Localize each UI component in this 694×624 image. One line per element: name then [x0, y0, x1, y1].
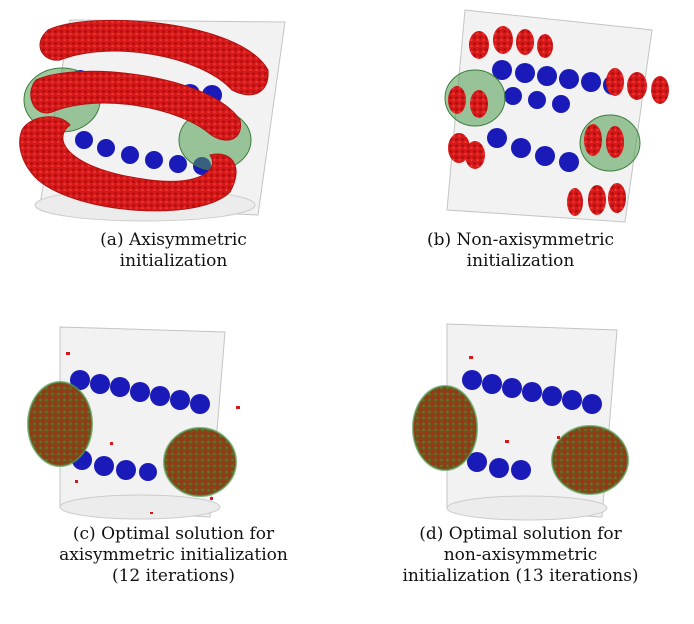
- optimized-material-right: [163, 427, 237, 497]
- coil-ring-upper: [70, 370, 210, 414]
- material-torus-top: [39, 19, 269, 96]
- caption-d: (d) Optimal solution for non-axisymmetri…: [402, 524, 639, 586]
- material-blobs: [448, 26, 669, 216]
- coil-ring-lower: [487, 128, 579, 172]
- material-torus-middle: [30, 70, 242, 141]
- coil-ring-lower: [72, 450, 157, 481]
- figure-d-render: [412, 323, 629, 521]
- debris-fragments: [66, 352, 240, 514]
- material-torus-bottom: [19, 116, 237, 212]
- optimized-material-right: [551, 425, 629, 495]
- coil-ring-upper: [462, 370, 602, 414]
- panel-d: (d) Optimal solution for non-axisymmetri…: [347, 312, 694, 624]
- panel-a: (a) Axisymmetric initialization: [0, 0, 347, 312]
- panel-b: (b) Non-axisymmetric initialization: [347, 0, 694, 312]
- figure-a-render: [19, 19, 286, 222]
- caption-c: (c) Optimal solution for axisymmetric in…: [59, 524, 288, 586]
- panel-c: (c) Optimal solution for axisymmetric in…: [0, 312, 347, 624]
- figure-b-render: [444, 9, 669, 223]
- optimized-material-left: [27, 381, 93, 467]
- coil-ring-lower: [467, 452, 531, 480]
- figure-c-render: [27, 326, 240, 520]
- caption-a: (a) Axisymmetric initialization: [100, 230, 247, 271]
- caption-b: (b) Non-axisymmetric initialization: [426, 230, 615, 271]
- debris-fragments: [469, 356, 560, 443]
- optimized-material-left: [412, 385, 478, 471]
